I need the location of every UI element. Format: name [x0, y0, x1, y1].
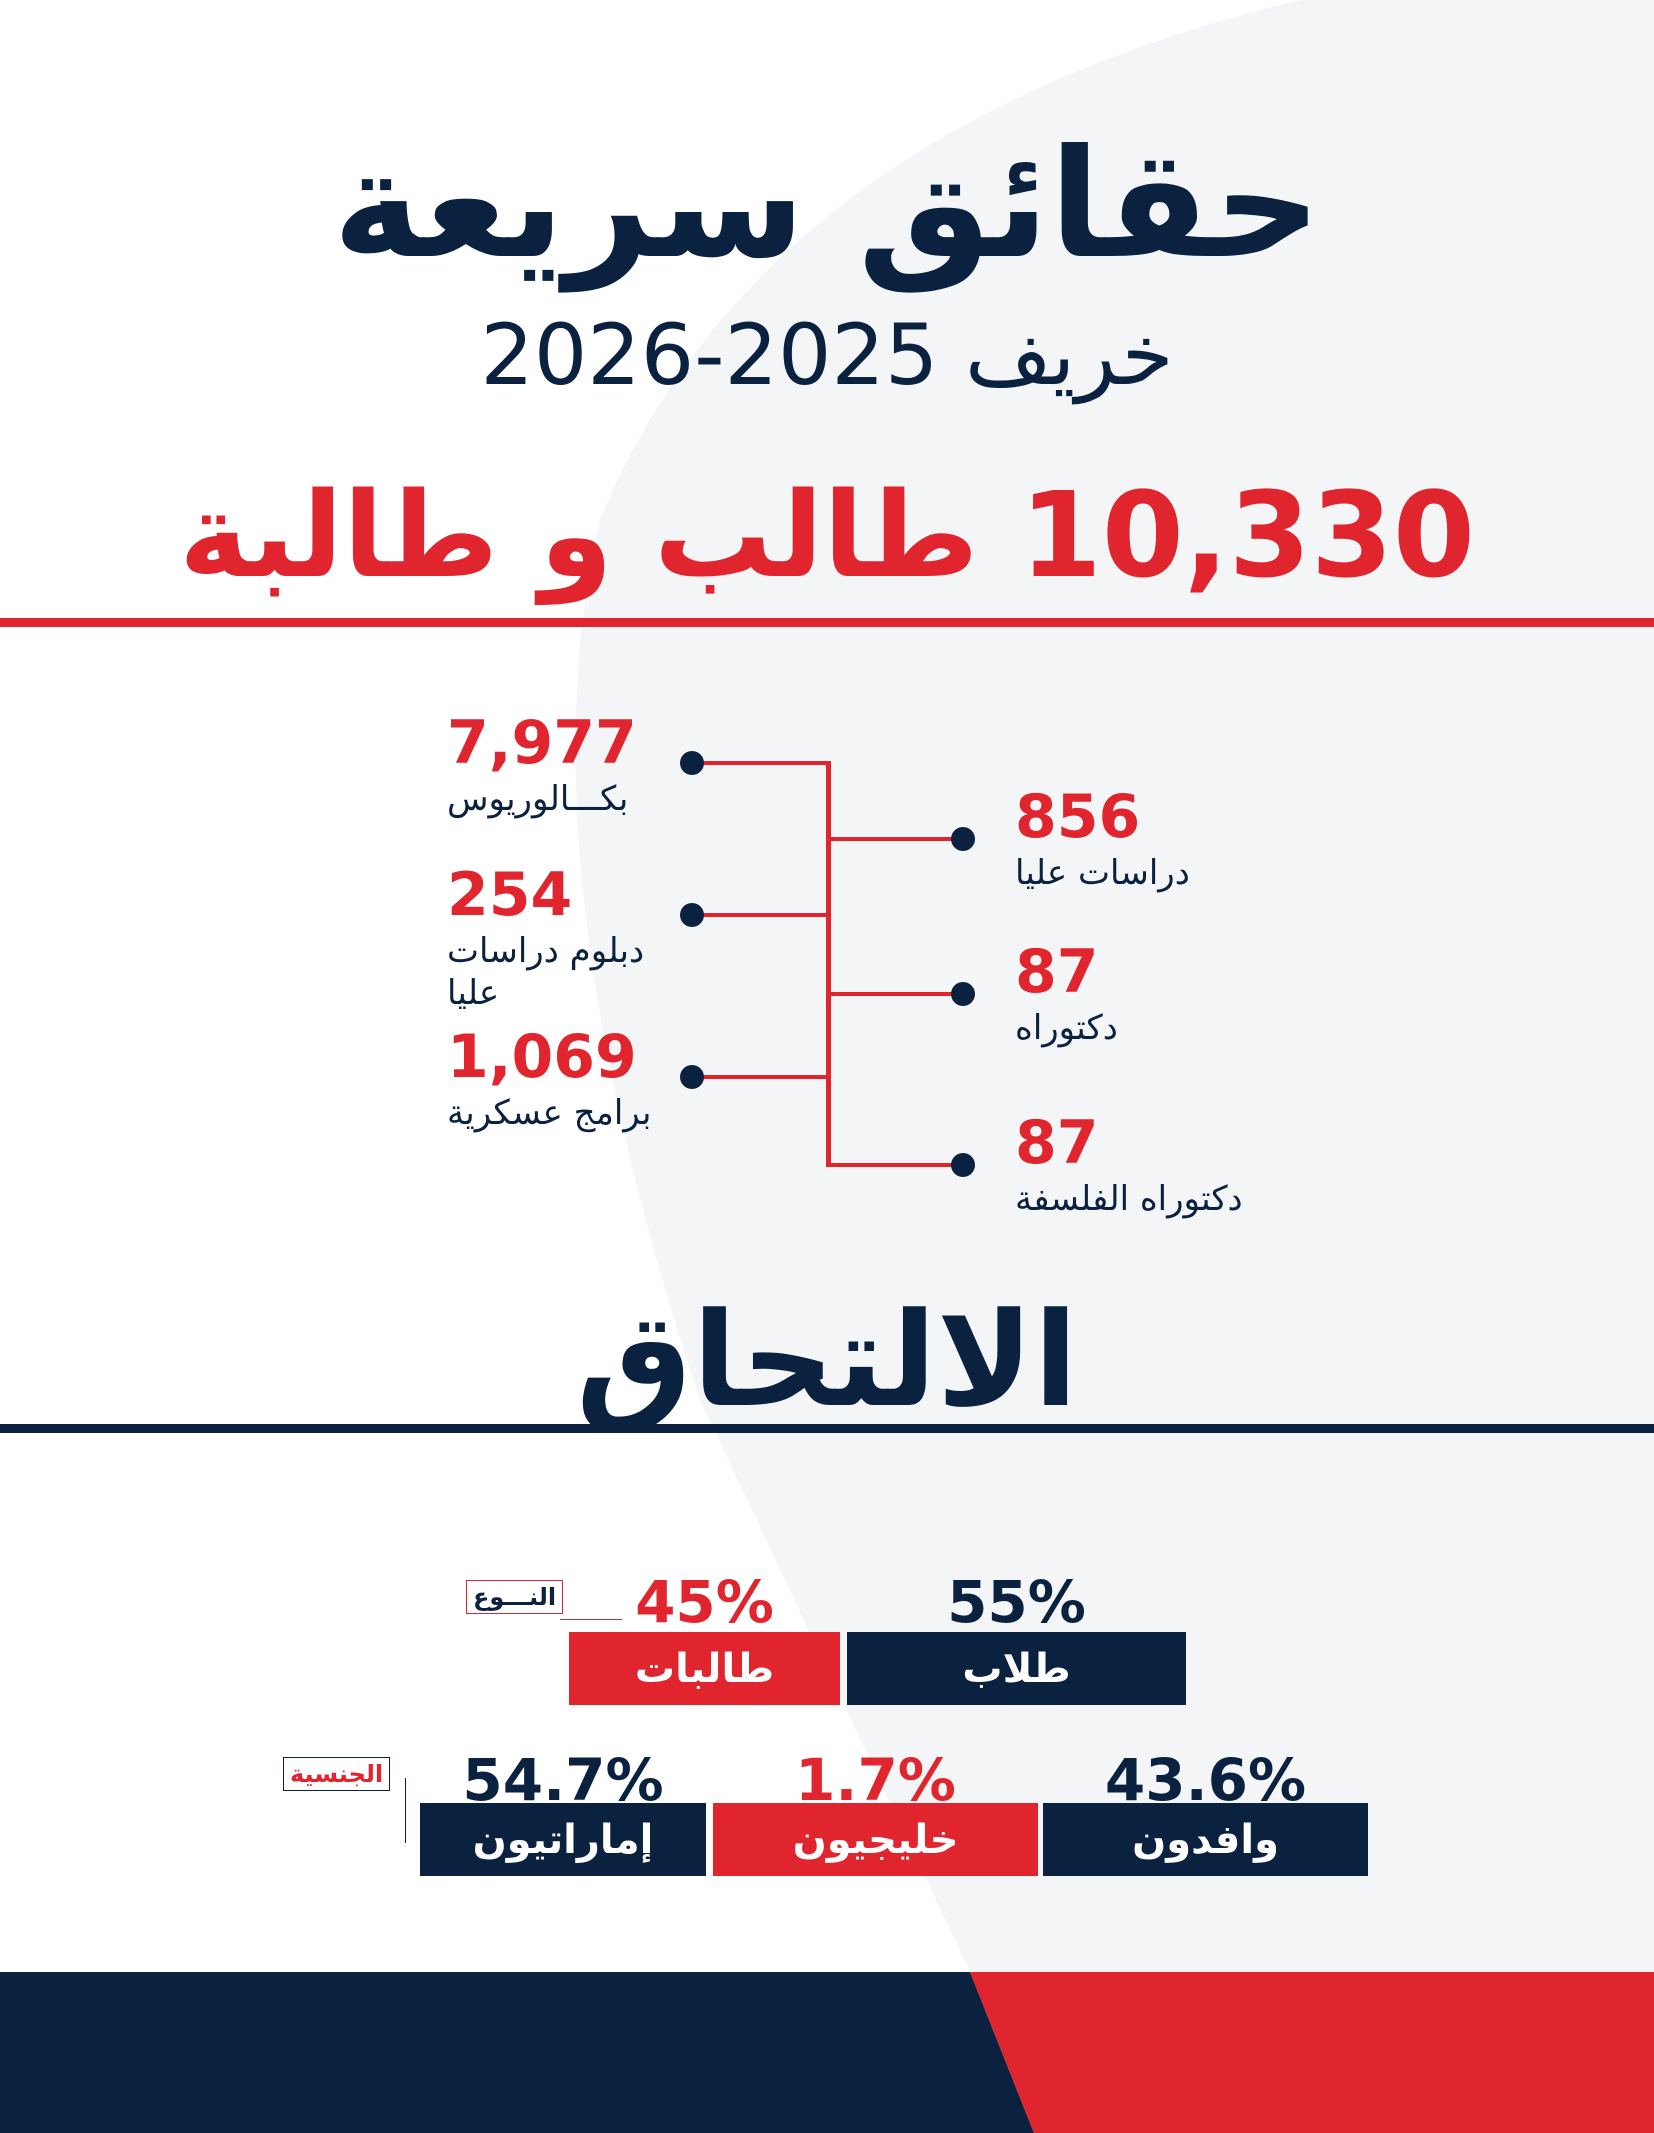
stat-value: 7,977	[447, 708, 637, 778]
page-subtitle: خريف 2025-2026	[480, 306, 1174, 404]
tree-branch	[828, 837, 963, 841]
stat-label: دكتوراه	[1015, 1008, 1118, 1048]
stat-value: 87	[1015, 1108, 1099, 1178]
node-dot	[951, 1153, 975, 1177]
tag-connector	[560, 1619, 622, 1620]
tag-connector	[405, 1778, 406, 1843]
nationality-expat-bar: وافدون	[1043, 1803, 1368, 1876]
stat-value: 856	[1015, 782, 1141, 852]
tree-branch	[692, 913, 828, 917]
stat-value: 1,069	[447, 1022, 637, 1092]
footer-navy	[0, 1972, 1034, 2133]
stat-phd: 87 دكتوراه الفلسفة	[1015, 1108, 1315, 1220]
tree-branch	[828, 992, 963, 996]
node-dot	[680, 1065, 704, 1089]
page-title: حقائق سريعة	[332, 118, 1322, 292]
node-dot	[951, 982, 975, 1006]
gender-tag: النـــوع	[466, 1580, 564, 1614]
tree-branch	[692, 1075, 828, 1079]
footer-red	[970, 1972, 1654, 2133]
nationality-expat-percent: 43.6%	[1104, 1746, 1307, 1814]
node-dot	[951, 827, 975, 851]
stat-military: 1,069 برامج عسكرية	[447, 1022, 667, 1134]
nationality-tag: الجنسية	[283, 1757, 391, 1791]
node-dot	[680, 751, 704, 775]
navy-divider	[0, 1424, 1654, 1433]
stat-pg-diploma: 254 دبلوم دراسات عليا	[447, 860, 667, 1014]
stat-doctorate: 87 دكتوراه	[1015, 937, 1275, 1049]
gender-female-bar: طالبات	[569, 1632, 840, 1705]
nationality-emirati-bar: إماراتيون	[420, 1803, 706, 1876]
tree-branch	[828, 1163, 963, 1167]
stat-label: برامج عسكرية	[447, 1093, 652, 1133]
stat-bachelor: 7,977 بكـــالوريوس	[447, 708, 697, 820]
gender-male-percent: 55%	[947, 1568, 1086, 1636]
stat-label: دكتوراه الفلسفة	[1015, 1179, 1243, 1219]
stat-label: دبلوم دراسات عليا	[447, 931, 645, 1013]
nationality-emirati-percent: 54.7%	[462, 1746, 664, 1814]
stat-value: 87	[1015, 937, 1099, 1007]
red-divider	[0, 618, 1654, 627]
tree-branch	[692, 761, 828, 765]
nationality-gulf-percent: 1.7%	[795, 1746, 956, 1814]
gender-male-bar: طلاب	[847, 1632, 1186, 1705]
gender-female-percent: 45%	[635, 1568, 774, 1636]
total-students: 10,330 طالب و طالبة	[178, 466, 1476, 604]
section-title: الالتحاق	[576, 1284, 1078, 1436]
nationality-gulf-bar: خليجيون	[713, 1803, 1038, 1876]
tree-trunk	[826, 761, 831, 1167]
stat-value: 254	[447, 860, 573, 930]
stat-graduate: 856 دراسات عليا	[1015, 782, 1275, 894]
stat-label: دراسات عليا	[1015, 853, 1190, 893]
stat-label: بكـــالوريوس	[447, 779, 629, 819]
node-dot	[680, 903, 704, 927]
